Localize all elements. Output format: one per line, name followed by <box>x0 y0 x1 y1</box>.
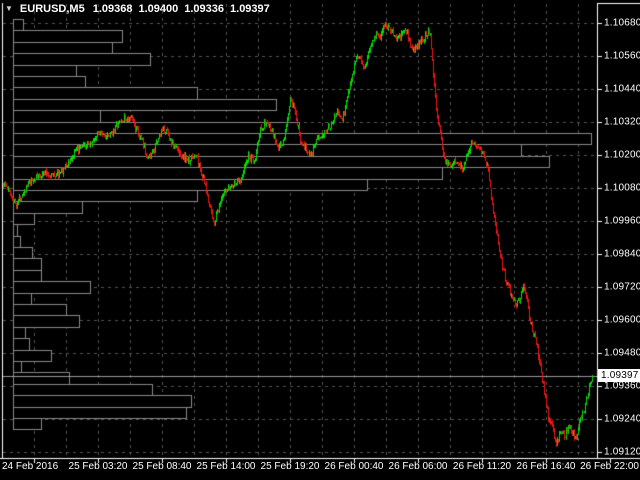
price-axis-label: 1.10200 <box>604 149 640 161</box>
ohlc-high: 1.09400 <box>138 2 179 15</box>
time-axis-label: 26 Feb 16:40 <box>516 461 576 472</box>
price-axis-label: 1.10560 <box>604 50 640 62</box>
time-axis-label: 26 Feb 00:40 <box>324 461 384 472</box>
time-axis-label: 25 Feb 08:40 <box>132 461 192 472</box>
price-axis-label: 1.09120 <box>604 446 640 458</box>
time-axis-label: 25 Feb 03:20 <box>68 461 128 472</box>
ohlc-open: 1.09368 <box>92 2 133 15</box>
price-axis-label: 1.09840 <box>604 248 640 260</box>
current-price-badge: 1.09397 <box>598 369 640 382</box>
time-axis-label: 26 Feb 11:20 <box>452 461 512 472</box>
price-axis-label: 1.09960 <box>604 215 640 227</box>
chevron-down-icon[interactable]: ▼ <box>5 4 13 13</box>
price-axis-label: 1.09480 <box>604 347 640 359</box>
ohlc-close: 1.09397 <box>230 2 270 15</box>
symbol-period-label: EURUSD,M5 <box>19 2 85 15</box>
price-axis-label: 1.09360 <box>604 380 640 392</box>
price-axis-label: 1.09720 <box>604 281 640 293</box>
price-axis-label: 1.10080 <box>604 182 640 194</box>
price-axis-label: 1.10320 <box>604 116 640 128</box>
time-axis-label: 26 Feb 06:00 <box>388 461 448 472</box>
price-axis-label: 1.09600 <box>604 314 640 326</box>
chart-title: ▼ EURUSD,M5 1.09368 1.09400 1.09336 1.09… <box>5 2 276 15</box>
time-axis-label: 26 Feb 22:00 <box>580 461 639 472</box>
price-axis-label: 1.09240 <box>604 413 640 425</box>
ohlc-low: 1.09336 <box>184 2 225 15</box>
price-axis-label: 1.10680 <box>604 17 640 29</box>
time-axis-label: 25 Feb 19:20 <box>260 461 320 472</box>
time-axis-label: 25 Feb 14:00 <box>196 461 256 472</box>
time-axis-label: 24 Feb 2016 <box>2 461 59 472</box>
price-axis-label: 1.10440 <box>604 83 640 95</box>
